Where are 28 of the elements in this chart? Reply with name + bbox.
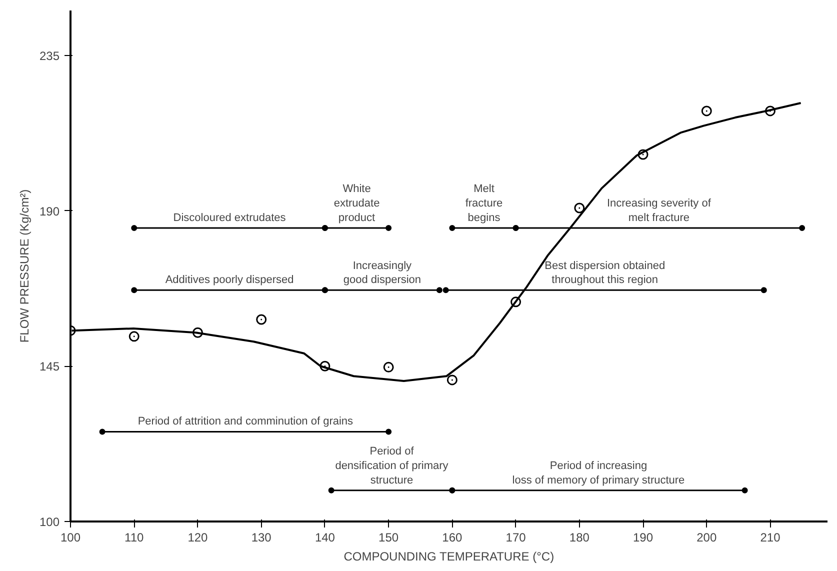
x-tick-label: 200 xyxy=(696,530,717,544)
annotation: Period of increasing loss of memory of primary structure xyxy=(512,460,685,486)
y-tick-label: 190 xyxy=(39,204,60,218)
x-tick-label: 110 xyxy=(124,530,144,544)
x-tick-label: 160 xyxy=(442,530,463,544)
annotation: Best dispersion obtained throughout this region xyxy=(544,260,666,286)
y-tick-label: 100 xyxy=(39,515,60,529)
annotation: Melt fracture begins xyxy=(465,183,503,224)
x-tick-label: 170 xyxy=(506,530,526,544)
x-tick-label: 100 xyxy=(60,530,81,544)
annotation: Period of attrition and comminution of grains xyxy=(138,416,354,428)
annotation: Increasing severity of melt fracture xyxy=(606,198,712,224)
x-tick-label: 120 xyxy=(188,530,208,544)
annotation: Increasingly good dispersion xyxy=(343,260,422,286)
x-tick-label: 140 xyxy=(314,530,336,544)
x-tick-label: 130 xyxy=(251,530,272,544)
annotation: Discoloured extrudates xyxy=(173,212,286,224)
y-tick-label: 145 xyxy=(39,360,60,374)
y-axis-title: FLOW PRESSURE (Kg/cm²) xyxy=(17,189,32,343)
x-tick-label: 210 xyxy=(760,530,781,544)
annotation: Period of densification of primary structure xyxy=(335,446,449,486)
x-tick-label: 190 xyxy=(633,530,654,544)
y-tick-label: 235 xyxy=(39,48,60,63)
x-axis-title: COMPOUNDING TEMPERATURE (°C) xyxy=(344,550,554,564)
annotation: Additives poorly dispersed xyxy=(165,274,294,286)
x-tick-label: 180 xyxy=(569,530,590,544)
x-tick-label: 150 xyxy=(378,530,399,544)
annotation: White extrudate product xyxy=(334,183,380,224)
